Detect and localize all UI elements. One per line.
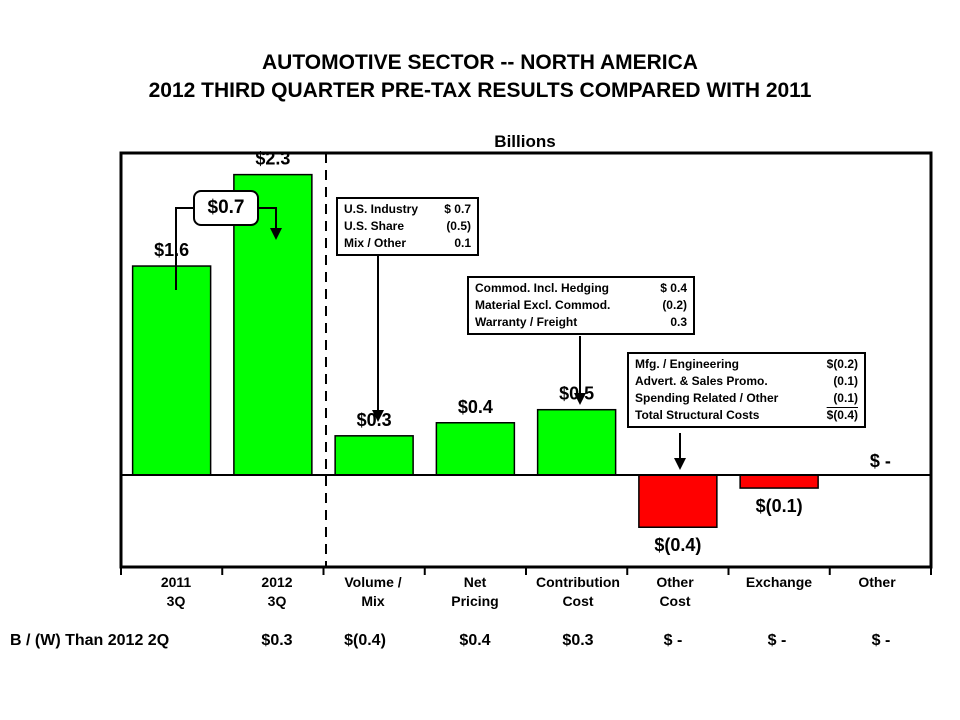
category-label: Contribution Cost xyxy=(536,574,620,609)
annotation-value: $ 0.7 xyxy=(444,202,471,216)
annotation-value: (0.2) xyxy=(662,298,687,312)
annotation-value: 0.1 xyxy=(454,236,471,250)
annotation-label: Spending Related / Other xyxy=(635,391,779,405)
bw-value: $ - xyxy=(663,632,683,649)
annotation-value: (0.1) xyxy=(833,374,858,388)
category-label: Other xyxy=(858,574,896,590)
annotation-label: Commod. Incl. Hedging xyxy=(475,281,609,295)
category-label: Exchange xyxy=(745,574,813,590)
category-label: 2011 3Q xyxy=(160,574,192,609)
bar-value-label: $2.3 xyxy=(255,149,290,169)
volume-mix-arrowhead xyxy=(372,410,384,422)
category-label: 2012 3Q xyxy=(261,574,293,609)
change-arrowhead xyxy=(270,228,282,240)
bw-value: $0.4 xyxy=(459,632,491,649)
bar xyxy=(435,422,516,476)
annotation-label: Advert. & Sales Promo. xyxy=(635,374,768,388)
chart-title-line-1: AUTOMOTIVE SECTOR -- NORTH AMERICA xyxy=(262,51,698,74)
annotation-label: Material Excl. Commod. xyxy=(475,298,611,312)
change-connector-left xyxy=(175,207,193,290)
annotation-label: Warranty / Freight xyxy=(475,315,578,329)
bw-row-label: B / (W) Than 2012 2Q xyxy=(10,632,170,649)
bar xyxy=(638,474,718,528)
volume-mix-annotation: U.S. Industry $ 0.7 U.S. Share (0.5) Mix /… xyxy=(336,197,479,256)
bar-value-label: $(0.1) xyxy=(756,496,803,516)
annotation-value: $(0.4) xyxy=(826,408,858,422)
annotation-value: (0.1) xyxy=(833,391,858,405)
annotation-label: U.S. Industry xyxy=(344,202,419,216)
other-cost-annotation: Mfg. / Engineering $(0.2) Advert. & Sales… xyxy=(627,352,866,428)
bar-value-label: $ - xyxy=(870,451,891,471)
annotation-value: $(0.2) xyxy=(826,357,858,371)
bar xyxy=(131,265,212,476)
bw-value: $ - xyxy=(767,632,787,649)
annotation-label: Mfg. / Engineering xyxy=(635,357,739,371)
category-label: Net Pricing xyxy=(451,574,499,609)
category-label: Other Cost xyxy=(656,574,694,609)
other-cost-arrowhead xyxy=(674,458,686,470)
bw-value: $(0.4) xyxy=(344,632,386,649)
annotation-value: $ 0.4 xyxy=(660,281,687,295)
change-badge: $0.7 xyxy=(193,190,259,226)
change-connector-right xyxy=(259,207,277,232)
units-label: Billions xyxy=(494,132,556,151)
bar xyxy=(739,474,819,489)
annotation-label: U.S. Share xyxy=(344,219,405,233)
contribution-cost-arrowhead xyxy=(574,393,586,405)
bw-value: $0.3 xyxy=(261,632,293,649)
bar-value-label: $(0.4) xyxy=(654,535,701,555)
contribution-cost-annotation: Commod. Incl. Hedging $ 0.4 Material Excl… xyxy=(467,276,695,335)
bar-value-label: $0.4 xyxy=(458,397,493,417)
annotation-label: Total Structural Costs xyxy=(635,408,760,422)
bw-value: $0.3 xyxy=(562,632,594,649)
bar-value-label: $0.3 xyxy=(357,410,392,430)
chart-title-line-2: 2012 THIRD QUARTER PRE-TAX RESULTS COMPA… xyxy=(148,79,812,102)
annotation-value: 0.3 xyxy=(670,315,687,329)
bar xyxy=(536,408,617,476)
bar-value-label: $1.6 xyxy=(154,240,189,260)
bw-value: $ - xyxy=(871,632,891,649)
annotation-label: Mix / Other xyxy=(344,236,407,250)
category-label: Volume / Mix xyxy=(344,574,402,609)
bar xyxy=(334,435,414,476)
annotation-value: (0.5) xyxy=(446,219,471,233)
